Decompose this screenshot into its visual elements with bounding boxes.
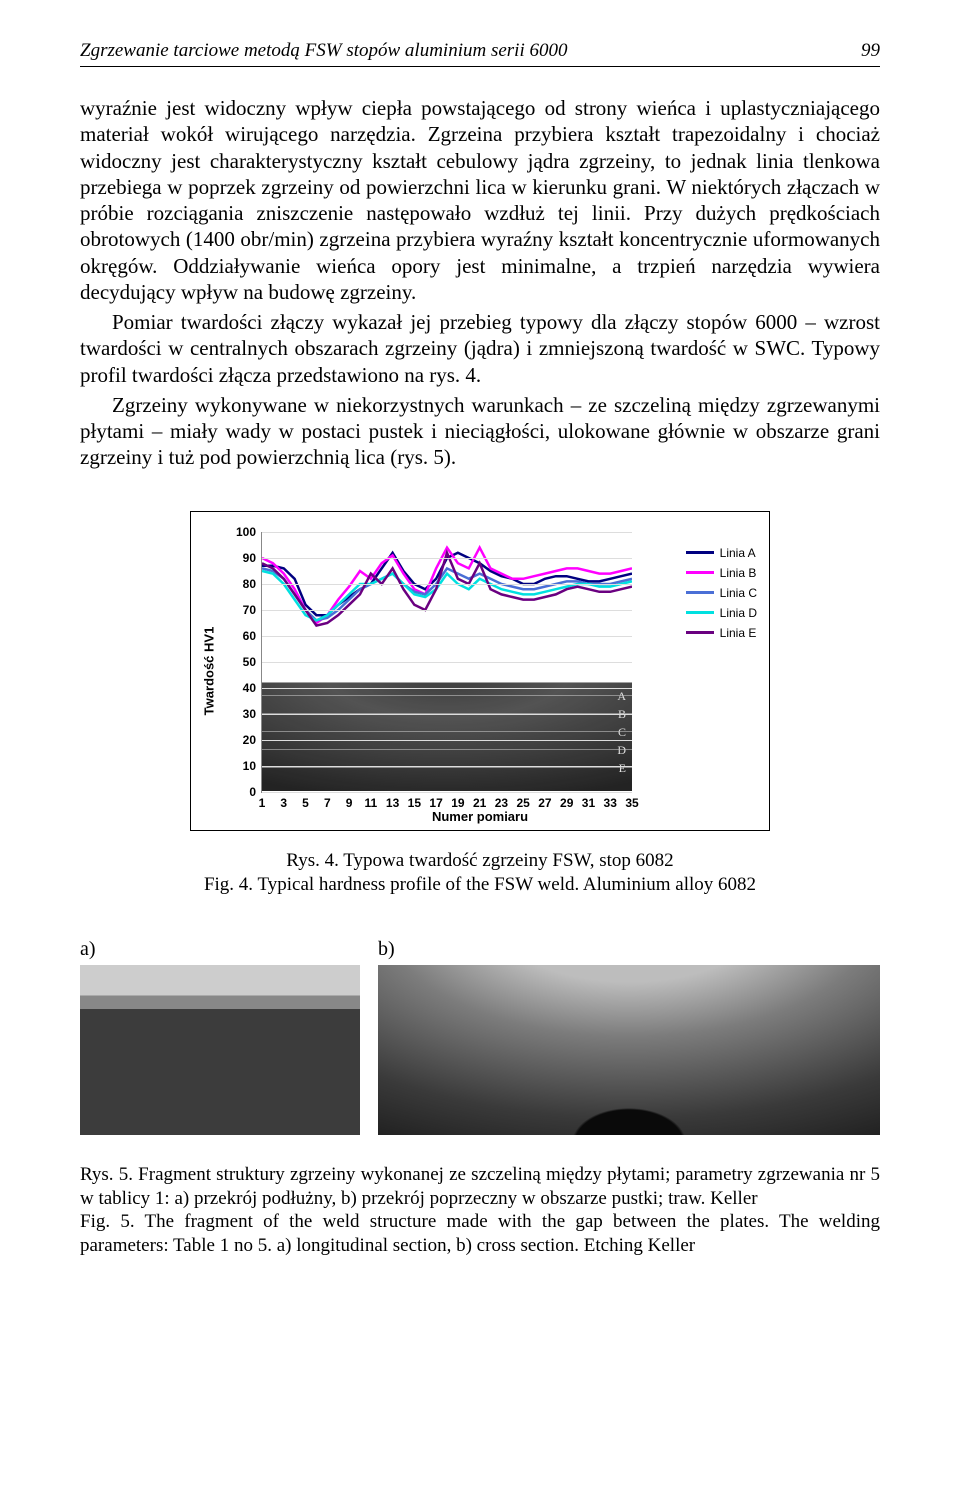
paragraph-2: Pomiar twardości złączy wykazał jej prze… xyxy=(80,309,880,388)
ytick-label: 30 xyxy=(243,707,262,721)
paragraph-3: Zgrzeiny wykonywane w niekorzystnych war… xyxy=(80,392,880,471)
gridline xyxy=(262,688,632,689)
xtick-label: 35 xyxy=(625,792,638,810)
xtick-label: 33 xyxy=(604,792,617,810)
gridline xyxy=(262,662,632,663)
legend-swatch xyxy=(686,571,714,574)
legend-label: Linia D xyxy=(720,606,757,620)
chart-xlabel: Numer pomiaru xyxy=(432,809,528,824)
figure-5b: b) xyxy=(378,938,880,1135)
fig4-caption-en: Fig. 4. Typical hardness profile of the … xyxy=(204,874,756,895)
running-title: Zgrzewanie tarciowe metodą FSW stopów al… xyxy=(80,40,567,62)
figure-5a: a) xyxy=(80,938,360,1135)
gridline xyxy=(262,584,632,585)
chart-plot-area: ABCDE 0102030405060708090100135791113151… xyxy=(261,532,632,793)
gridline xyxy=(262,532,632,533)
legend-label: Linia E xyxy=(720,626,757,640)
xtick-label: 1 xyxy=(259,792,266,810)
xtick-label: 11 xyxy=(364,792,377,810)
ytick-label: 50 xyxy=(243,655,262,669)
legend-swatch xyxy=(686,631,714,634)
figure-4-caption: Rys. 4. Typowa twardość zgrzeiny FSW, st… xyxy=(80,849,880,898)
legend-item: Linia D xyxy=(686,606,757,620)
running-header: Zgrzewanie tarciowe metodą FSW stopów al… xyxy=(80,40,880,67)
fig5-image-a xyxy=(80,965,360,1135)
fig5-caption-pl: Rys. 5. Fragment struktury zgrzeiny wyko… xyxy=(80,1164,880,1209)
gridline xyxy=(262,714,632,715)
xtick-label: 7 xyxy=(324,792,331,810)
series-line xyxy=(262,568,632,620)
xtick-label: 19 xyxy=(451,792,464,810)
gridline xyxy=(262,740,632,741)
xtick-label: 3 xyxy=(280,792,287,810)
xtick-label: 23 xyxy=(495,792,508,810)
figure-5-row: a) b) xyxy=(80,938,880,1135)
hardness-chart: Twardość HV1 ABCDE 010203040506070809010… xyxy=(190,511,770,831)
ytick-label: 70 xyxy=(243,603,262,617)
ytick-label: 10 xyxy=(243,759,262,773)
fig5-caption-en: Fig. 5. The fragment of the weld structu… xyxy=(80,1211,880,1256)
fig5-image-b xyxy=(378,965,880,1135)
fig5-label-a: a) xyxy=(80,938,360,961)
xtick-label: 25 xyxy=(516,792,529,810)
xtick-label: 31 xyxy=(582,792,595,810)
fig4-caption-pl: Rys. 4. Typowa twardość zgrzeiny FSW, st… xyxy=(286,850,673,871)
gridline xyxy=(262,766,632,767)
xtick-label: 21 xyxy=(473,792,486,810)
paragraph-1: wyraźnie jest widoczny wpływ ciepła pows… xyxy=(80,95,880,305)
xtick-label: 9 xyxy=(346,792,353,810)
ytick-label: 80 xyxy=(243,577,262,591)
gridline xyxy=(262,636,632,637)
chart-legend: Linia A Linia B Linia C Linia D Linia E xyxy=(686,546,757,646)
ytick-label: 20 xyxy=(243,733,262,747)
ytick-label: 60 xyxy=(243,629,262,643)
ytick-label: 40 xyxy=(243,681,262,695)
gridline xyxy=(262,792,632,793)
chart-ylabel: Twardość HV1 xyxy=(202,626,217,715)
legend-item: Linia C xyxy=(686,586,757,600)
legend-label: Linia A xyxy=(720,546,756,560)
legend-item: Linia A xyxy=(686,546,757,560)
xtick-label: 5 xyxy=(302,792,309,810)
legend-swatch xyxy=(686,591,714,594)
legend-item: Linia E xyxy=(686,626,757,640)
xtick-label: 27 xyxy=(538,792,551,810)
legend-label: Linia C xyxy=(720,586,757,600)
legend-label: Linia B xyxy=(720,566,757,580)
gridline xyxy=(262,558,632,559)
page-number: 99 xyxy=(861,40,880,62)
figure-5-caption: Rys. 5. Fragment struktury zgrzeiny wyko… xyxy=(80,1163,880,1258)
xtick-label: 15 xyxy=(408,792,421,810)
legend-swatch xyxy=(686,551,714,554)
legend-swatch xyxy=(686,611,714,614)
legend-item: Linia B xyxy=(686,566,757,580)
xtick-label: 17 xyxy=(429,792,442,810)
ytick-label: 100 xyxy=(236,525,262,539)
fig5-label-b: b) xyxy=(378,938,880,961)
ytick-label: 90 xyxy=(243,551,262,565)
xtick-label: 13 xyxy=(386,792,399,810)
gridline xyxy=(262,610,632,611)
xtick-label: 29 xyxy=(560,792,573,810)
